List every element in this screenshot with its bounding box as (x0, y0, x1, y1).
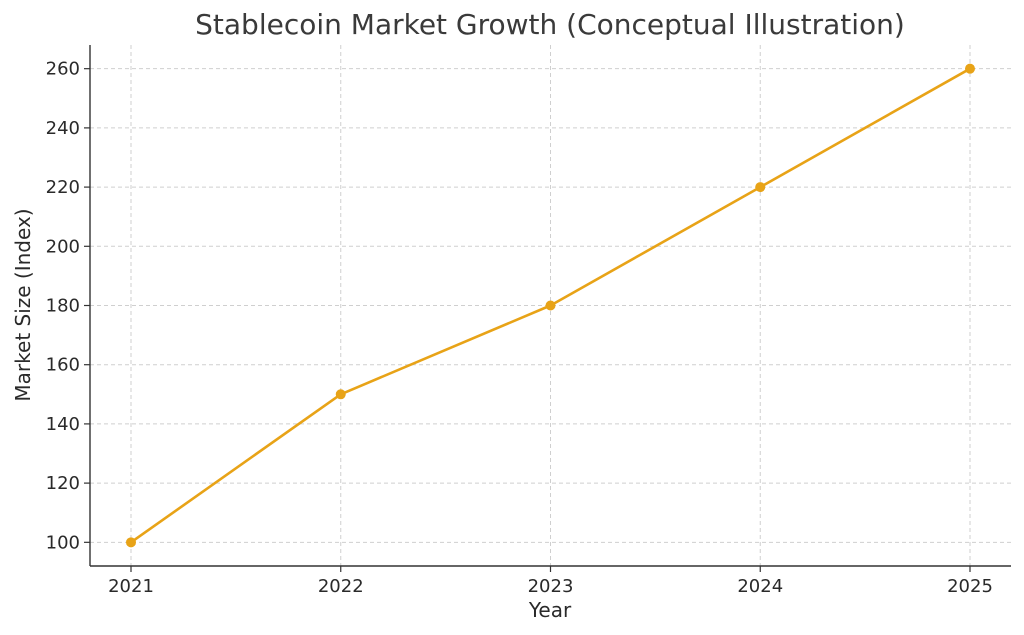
tick-labels: 100 120 140 160 180 200 220 240 260 2021 2022 2023 2… (46, 59, 993, 597)
x-axis-label: Year (528, 598, 572, 622)
y-tick-label: 240 (46, 118, 80, 139)
x-tick-label: 2022 (318, 576, 364, 597)
y-axis-label: Market Size (Index) (11, 208, 35, 401)
data-point (965, 63, 975, 74)
x-tick-label: 2024 (737, 576, 783, 597)
y-tick-label: 200 (46, 236, 80, 257)
x-tick-label: 2025 (947, 576, 993, 597)
data-point (755, 182, 766, 193)
axes (84, 45, 1011, 572)
data-point (335, 389, 346, 400)
chart-title: Stablecoin Market Growth (Conceptual Ill… (195, 8, 905, 41)
y-tick-label: 100 (46, 532, 80, 553)
y-tick-label: 140 (46, 414, 80, 435)
y-tick-label: 160 (46, 355, 80, 376)
data-point (126, 537, 136, 548)
series-layer (126, 63, 975, 548)
data-point (545, 300, 556, 311)
y-tick-label: 260 (46, 59, 80, 80)
y-tick-label: 180 (46, 296, 80, 317)
y-tick-label: 220 (46, 177, 80, 198)
x-tick-label: 2023 (528, 576, 574, 597)
x-tick-label: 2021 (108, 576, 154, 597)
y-tick-label: 120 (46, 473, 80, 494)
